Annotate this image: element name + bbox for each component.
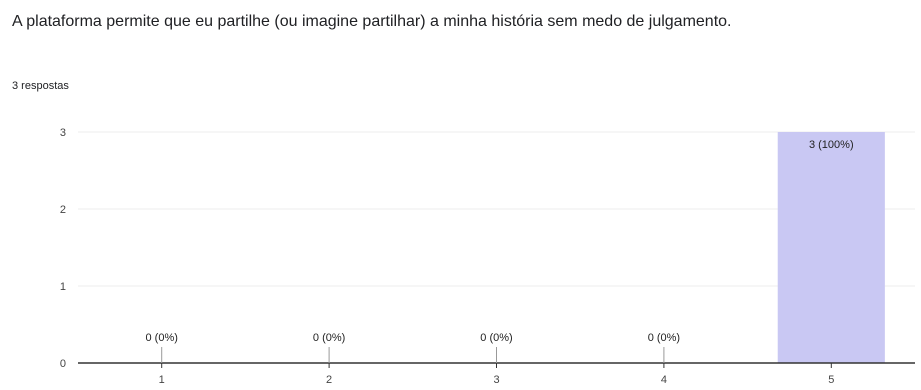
data-label: 0 (0%) (145, 332, 177, 344)
bar[interactable] (777, 132, 885, 363)
x-tick-label: 3 (493, 374, 499, 386)
data-label: 0 (0%) (648, 332, 680, 344)
x-tick-label: 4 (661, 374, 667, 386)
x-tick-label: 1 (159, 374, 165, 386)
y-tick-label: 3 (60, 127, 66, 139)
response-count: 3 respostas (12, 80, 69, 92)
x-tick-label: 5 (828, 374, 834, 386)
y-tick-label: 0 (60, 358, 66, 370)
x-tick-label: 2 (326, 374, 332, 386)
gridlines (78, 131, 915, 287)
y-tick-label: 2 (60, 204, 66, 216)
bars (777, 132, 885, 363)
data-labels: 0 (0%) 0 (0%) 0 (0%) 0 (0%) 3 (100%) (145, 139, 854, 363)
data-label: 0 (0%) (480, 332, 512, 344)
y-tick-label: 1 (60, 281, 66, 293)
data-label: 3 (100%) (809, 139, 854, 151)
question-title: A plataforma permite que eu partilhe (ou… (12, 13, 732, 30)
data-label: 0 (0%) (313, 332, 345, 344)
